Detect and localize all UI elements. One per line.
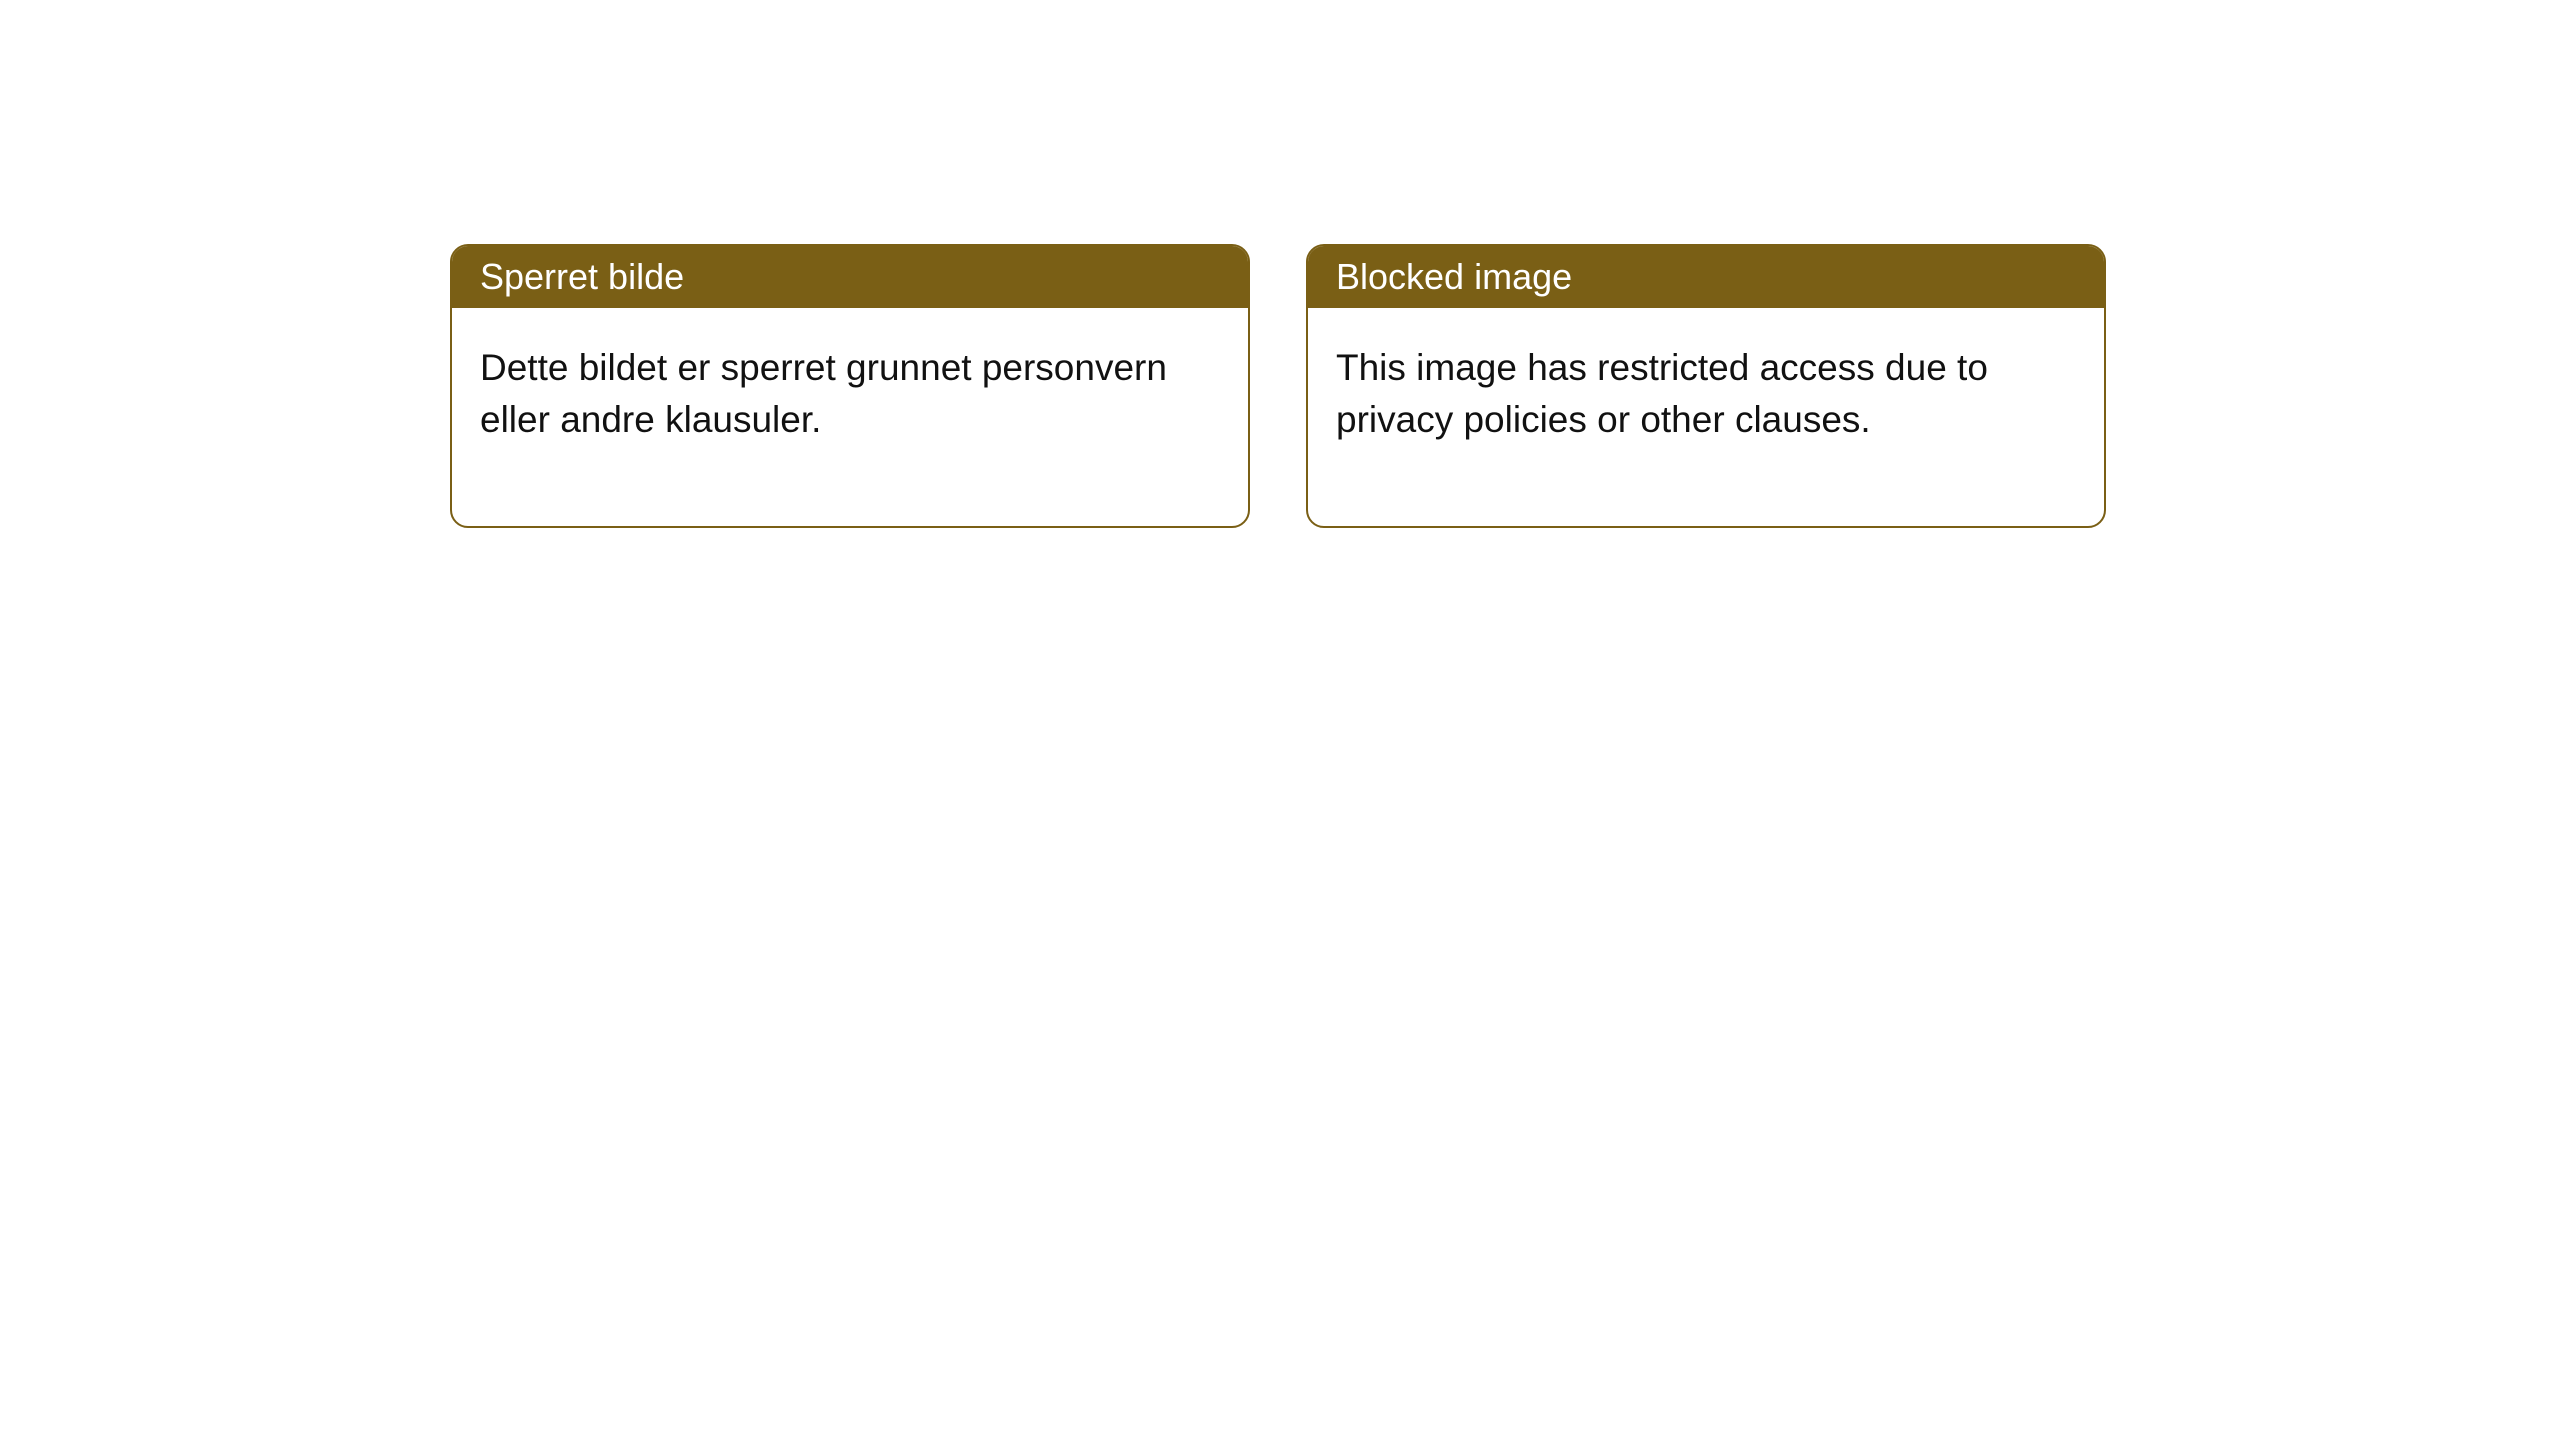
notice-cards-container: Sperret bilde Dette bildet er sperret gr… <box>450 244 2106 528</box>
notice-card-body: Dette bildet er sperret grunnet personve… <box>452 308 1248 526</box>
notice-card-title: Blocked image <box>1308 246 2104 308</box>
notice-card-en: Blocked image This image has restricted … <box>1306 244 2106 528</box>
notice-card-no: Sperret bilde Dette bildet er sperret gr… <box>450 244 1250 528</box>
notice-card-title: Sperret bilde <box>452 246 1248 308</box>
notice-card-body: This image has restricted access due to … <box>1308 308 2104 526</box>
